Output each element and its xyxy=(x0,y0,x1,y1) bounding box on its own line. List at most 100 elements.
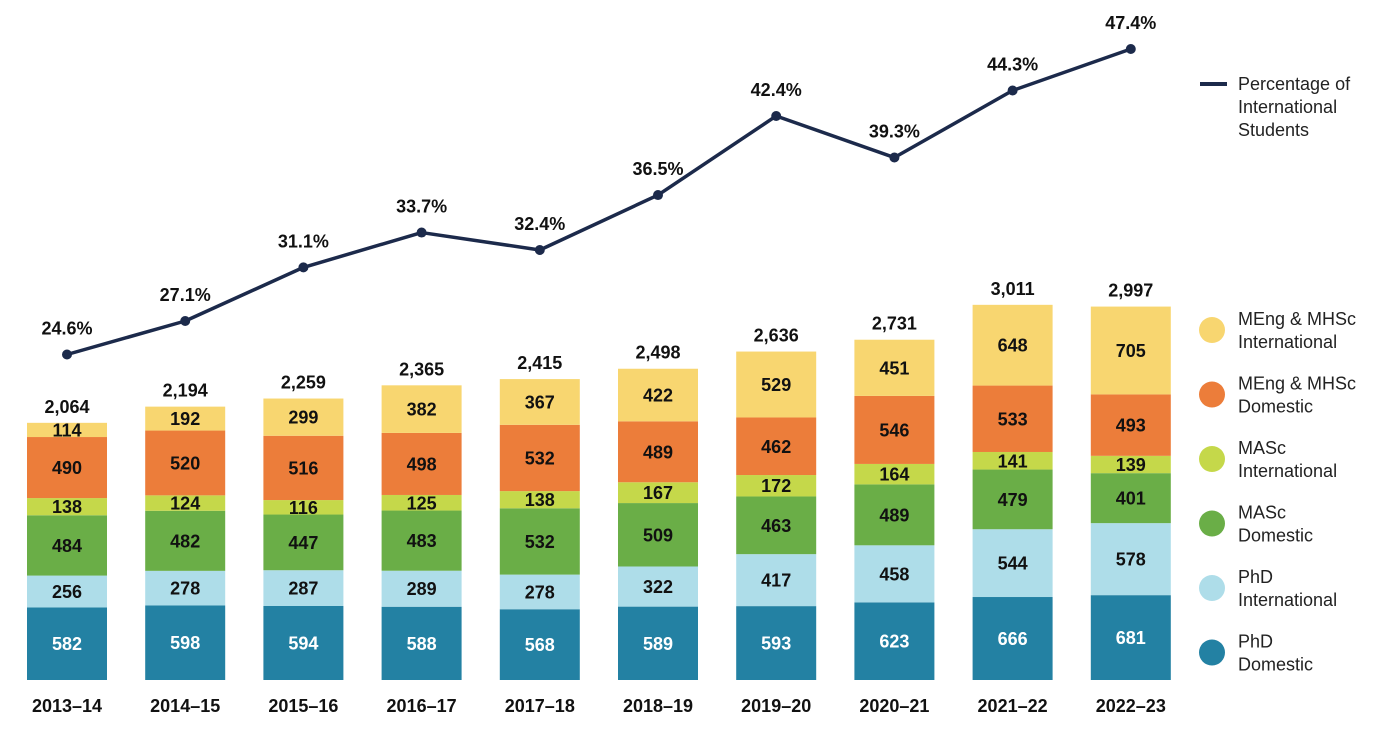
legend-swatch xyxy=(1199,639,1225,666)
bar-segment xyxy=(499,491,580,509)
legend-swatch xyxy=(1199,510,1225,537)
percentage-point xyxy=(416,227,427,238)
bar-segment-value-label: 483 xyxy=(407,531,437,551)
bar-segment xyxy=(27,607,107,680)
bar-segment-value-label: 139 xyxy=(1116,455,1146,475)
bar-group: 594 287 447 116 516 299 2,259 xyxy=(263,373,344,680)
legend-label: MEng & MHSc xyxy=(1238,374,1356,394)
legend-label: Students xyxy=(1238,120,1309,140)
legend-label: MASc xyxy=(1238,438,1286,458)
bar-segment xyxy=(618,503,698,567)
percentage-point xyxy=(771,110,782,121)
bar-segment xyxy=(1090,455,1171,474)
bar-segment xyxy=(27,498,107,516)
bar-total-label: 2,636 xyxy=(754,326,799,346)
percentage-point xyxy=(653,190,663,201)
bar-segment-value-label: 648 xyxy=(998,336,1028,356)
bar-segment xyxy=(263,570,344,606)
legend-swatch xyxy=(1199,575,1225,601)
bar-segment-value-label: 417 xyxy=(761,571,791,591)
percentage-point xyxy=(180,316,191,326)
bar-segment xyxy=(854,602,935,680)
bar-segment-value-label: 278 xyxy=(170,579,200,599)
bar-segment xyxy=(736,475,817,497)
bar-total-label: 2,194 xyxy=(163,381,208,401)
category-tick-label: 2022–23 xyxy=(1096,696,1166,716)
percentage-value-label: 33.7% xyxy=(396,197,447,217)
legend-swatch xyxy=(1199,317,1225,343)
bar-segment xyxy=(854,395,935,464)
bar-segment-value-label: 490 xyxy=(52,458,82,478)
bar-segment xyxy=(1090,473,1171,524)
bar-segment-value-label: 382 xyxy=(407,400,437,420)
bar-segment-value-label: 489 xyxy=(879,505,909,525)
bar-segment xyxy=(145,495,226,511)
legend-item: PhD International xyxy=(1199,567,1337,610)
bar-group: 598 278 482 124 520 192 2,194 xyxy=(145,381,226,680)
bar-segment xyxy=(499,508,580,575)
bar-total-label: 3,011 xyxy=(991,279,1035,299)
percentage-value-label: 44.3% xyxy=(987,55,1038,75)
category-tick-label: 2017–18 xyxy=(505,696,575,716)
bar-segment xyxy=(27,422,107,438)
percentage-value-label: 36.5% xyxy=(632,159,683,179)
legend-label: Percentage of xyxy=(1238,74,1351,94)
bar-segment-value-label: 705 xyxy=(1116,341,1146,361)
percentage-value-label: 32.4% xyxy=(514,214,565,234)
bar-segment-value-label: 482 xyxy=(170,531,200,551)
bar-total-label: 2,259 xyxy=(281,373,326,393)
bar-segment xyxy=(499,379,580,425)
bar-group: 582 256 484 138 490 114 2,064 xyxy=(27,397,107,680)
bar-group: 568 278 532 138 532 367 2,415 xyxy=(499,353,580,680)
category-tick-label: 2014–15 xyxy=(150,696,220,716)
percentage-point xyxy=(1007,85,1018,96)
bar-segment xyxy=(1090,595,1171,680)
bar-segment-value-label: 516 xyxy=(288,458,318,478)
percentage-value-label: 47.4% xyxy=(1105,13,1156,33)
bar-segment xyxy=(972,597,1053,680)
bar-segment xyxy=(1090,394,1171,456)
bar-segment-value-label: 447 xyxy=(288,533,318,553)
bar-segment-value-label: 582 xyxy=(52,634,82,654)
bar-segment-value-label: 484 xyxy=(52,536,82,556)
legend-label: Domestic xyxy=(1238,655,1313,675)
bar-segment-value-label: 594 xyxy=(288,633,318,653)
bar-segment-value-label: 278 xyxy=(525,582,555,602)
bar-segment xyxy=(27,575,107,608)
bar-segment xyxy=(618,566,698,607)
percentage-line-layer: 24.6% 27.1% 31.1% 33.7% 32.4% 36.5% 42.4% 39.3%… xyxy=(41,13,1156,360)
bar-segment xyxy=(1090,306,1171,395)
legend-swatch xyxy=(1199,446,1225,472)
bar-segment-value-label: 479 xyxy=(998,490,1028,510)
percentage-value-label: 39.3% xyxy=(869,122,920,142)
percentage-value-label: 24.6% xyxy=(41,319,92,339)
bar-segment-value-label: 509 xyxy=(643,525,673,545)
bar-segment xyxy=(381,606,462,680)
bar-segment xyxy=(618,606,698,680)
bar-segment xyxy=(854,463,935,485)
bar-segment-value-label: 256 xyxy=(52,582,82,602)
legend: Percentage of International Students MEng &… xyxy=(1199,74,1356,675)
bar-segment xyxy=(736,554,817,607)
bar-group: 589 322 509 167 489 422 2,498 xyxy=(618,343,698,680)
bar-total-label: 2,498 xyxy=(635,343,680,363)
percentage-point xyxy=(298,262,309,273)
percentage-value-label: 31.1% xyxy=(278,231,329,251)
bar-segment xyxy=(972,304,1053,386)
bar-segment xyxy=(145,510,226,571)
bar-segment-value-label: 598 xyxy=(170,633,200,653)
bar-segment xyxy=(381,385,462,433)
legend-item: MASc International xyxy=(1199,438,1337,481)
bar-segment-value-label: 124 xyxy=(170,494,200,514)
bar-segment-value-label: 568 xyxy=(525,635,555,655)
bar-segment-value-label: 289 xyxy=(407,579,437,599)
legend-label: PhD xyxy=(1238,632,1273,652)
bar-segment xyxy=(736,496,817,555)
bar-total-label: 2,064 xyxy=(44,397,89,417)
legend-label: International xyxy=(1238,332,1337,352)
bar-segment xyxy=(499,424,580,492)
legend-label: International xyxy=(1238,461,1337,481)
bar-segment xyxy=(736,606,817,680)
bar-segment-value-label: 114 xyxy=(52,420,81,440)
